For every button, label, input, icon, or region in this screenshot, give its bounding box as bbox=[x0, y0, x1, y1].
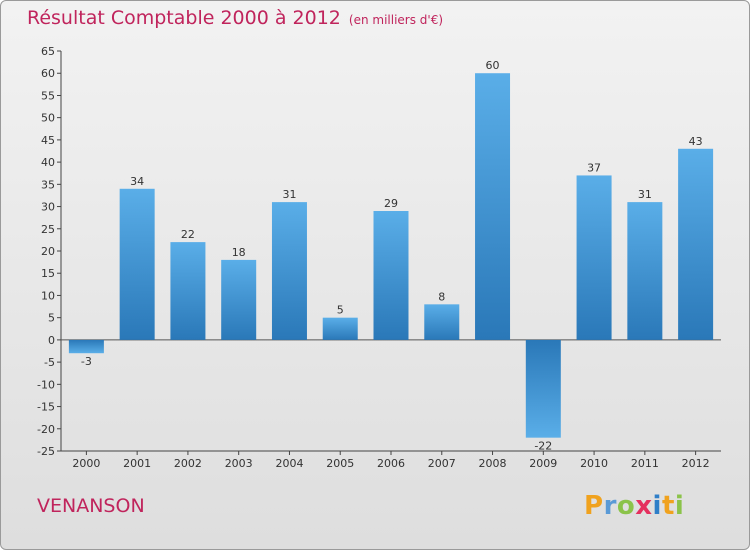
chart-subtitle: (en milliers d'€) bbox=[348, 13, 444, 27]
x-tick-label-2009: 2009 bbox=[529, 457, 557, 470]
x-tick-label-2011: 2011 bbox=[631, 457, 659, 470]
bar-2001 bbox=[119, 188, 155, 340]
y-tick-label: -15 bbox=[37, 401, 55, 414]
y-tick-label: -20 bbox=[37, 423, 55, 436]
logo-letter: o bbox=[616, 491, 636, 521]
bar-2004 bbox=[271, 202, 307, 340]
data-label-2000: -3 bbox=[81, 355, 92, 368]
bar-2002 bbox=[170, 242, 206, 340]
chart-title-block: Résultat Comptable 2000 à 2012 (en millie… bbox=[27, 7, 443, 29]
bar-2008 bbox=[475, 73, 511, 340]
data-labels: -3 34 22 18 31 5 29 8 60 -22 37 31 43 bbox=[81, 59, 703, 452]
data-label-2005: 5 bbox=[337, 304, 344, 317]
y-tick-label: 20 bbox=[41, 245, 55, 258]
bar-2003 bbox=[221, 259, 257, 340]
y-tick-label: 10 bbox=[41, 289, 55, 302]
data-label-2001: 34 bbox=[130, 175, 144, 188]
data-label-2012: 43 bbox=[689, 135, 703, 148]
data-label-2007: 8 bbox=[438, 290, 445, 303]
y-tick-label: 50 bbox=[41, 112, 55, 125]
logo-letter: i bbox=[652, 491, 662, 521]
logo-letter: P bbox=[584, 491, 604, 521]
proxiti-logo: Proxiti bbox=[584, 491, 684, 521]
x-tick-label-2002: 2002 bbox=[174, 457, 202, 470]
y-tick-label: 15 bbox=[41, 267, 55, 280]
bar-2010 bbox=[576, 175, 612, 340]
bar-2011 bbox=[627, 202, 663, 340]
bar-2000 bbox=[68, 339, 104, 354]
chart-title: Résultat Comptable 2000 à 2012 bbox=[27, 7, 341, 29]
bar-2005 bbox=[322, 317, 358, 340]
bar-series bbox=[68, 73, 714, 438]
data-label-2008: 60 bbox=[486, 59, 500, 72]
y-tick-label: -25 bbox=[37, 445, 55, 458]
x-tick-label-2006: 2006 bbox=[377, 457, 405, 470]
bar-2007 bbox=[424, 304, 460, 340]
y-tick-label: 55 bbox=[41, 89, 55, 102]
y-tick-label: 35 bbox=[41, 178, 55, 191]
x-tick-label-2007: 2007 bbox=[428, 457, 456, 470]
y-tick-label: -10 bbox=[37, 378, 55, 391]
data-label-2003: 18 bbox=[232, 246, 246, 259]
x-tick-label-2012: 2012 bbox=[682, 457, 710, 470]
data-label-2011: 31 bbox=[638, 188, 652, 201]
y-tick-label: 30 bbox=[41, 201, 55, 214]
data-label-2009: -22 bbox=[534, 440, 552, 453]
x-tick-label-2008: 2008 bbox=[479, 457, 507, 470]
data-label-2006: 29 bbox=[384, 197, 398, 210]
logo-letter: r bbox=[603, 491, 617, 521]
y-tick-label: 0 bbox=[48, 334, 55, 347]
y-tick-label: 40 bbox=[41, 156, 55, 169]
bar-2012 bbox=[678, 148, 714, 340]
logo-letter: x bbox=[635, 491, 653, 521]
data-label-2010: 37 bbox=[587, 161, 601, 174]
bar-2009 bbox=[525, 339, 561, 438]
x-tick-label-2003: 2003 bbox=[225, 457, 253, 470]
x-axis: 2000 2001 2002 2003 2004 2005 2006 2007 2008 2009… bbox=[61, 339, 721, 470]
y-tick-label: 5 bbox=[48, 312, 55, 325]
y-tick-label: 60 bbox=[41, 67, 55, 80]
data-label-2002: 22 bbox=[181, 228, 195, 241]
x-tick-label-2010: 2010 bbox=[580, 457, 608, 470]
y-tick-label: 45 bbox=[41, 134, 55, 147]
commune-name: VENANSON bbox=[37, 495, 145, 517]
y-tick-label: 65 bbox=[41, 45, 55, 58]
x-tick-label-2000: 2000 bbox=[72, 457, 100, 470]
logo-letter: i bbox=[674, 491, 685, 521]
x-tick-label-2004: 2004 bbox=[275, 457, 303, 470]
data-label-2004: 31 bbox=[282, 188, 296, 201]
y-tick-label: 25 bbox=[41, 223, 55, 236]
bar-2006 bbox=[373, 211, 409, 340]
x-tick-label-2005: 2005 bbox=[326, 457, 354, 470]
y-tick-label: -5 bbox=[44, 356, 55, 369]
x-tick-label-2001: 2001 bbox=[123, 457, 151, 470]
y-axis: -25 -20 -15 -10 -5 0 5 10 15 20 25 30 35 40 45 50 55 60 65 bbox=[37, 45, 62, 458]
logo-letter: t bbox=[661, 491, 675, 521]
